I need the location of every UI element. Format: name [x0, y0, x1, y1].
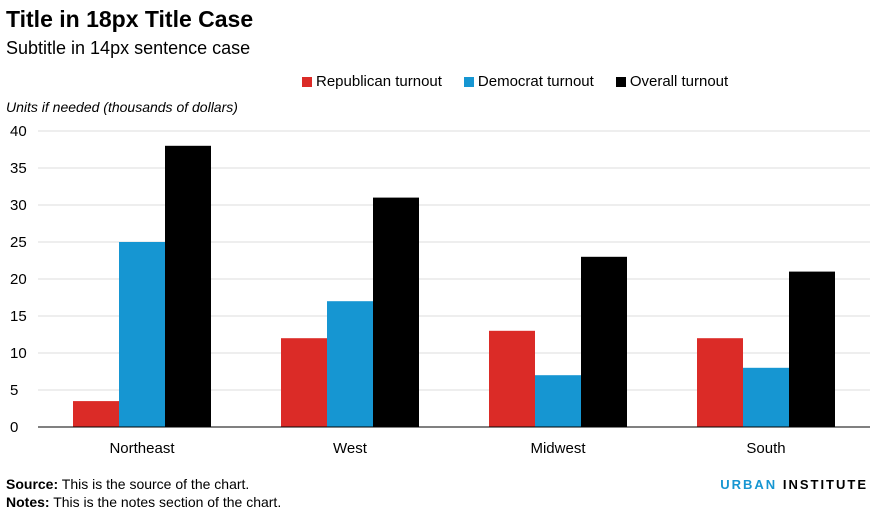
- legend-item-democrat: Democrat turnout: [463, 73, 594, 90]
- legend: Republican turnout Democrat turnout Over…: [302, 73, 750, 90]
- legend-swatch-democrat: [463, 76, 474, 87]
- y-tick-label: 15: [10, 308, 27, 325]
- source-line: Source: This is the source of the chart.: [6, 476, 249, 492]
- bar-northeast-republican: [73, 401, 119, 427]
- bar-south-overall: [789, 271, 835, 427]
- legend-item-republican: Republican turnout: [302, 73, 442, 90]
- legend-item-overall: Overall turnout: [615, 73, 729, 90]
- notes-line: Notes: This is the notes section of the …: [6, 494, 281, 510]
- legend-swatch-republican: [302, 76, 312, 87]
- chart-title: Title in 18px Title Case: [6, 6, 254, 32]
- y-tick-label: 35: [10, 160, 27, 177]
- bar-midwest-democrat: [535, 375, 581, 427]
- x-category-label: Northeast: [109, 440, 175, 457]
- y-axis-units-label: Units if needed (thousands of dollars): [6, 99, 238, 115]
- y-tick-label: 40: [10, 123, 27, 140]
- bar-west-overall: [373, 197, 419, 427]
- legend-swatch-overall: [615, 76, 626, 87]
- logo-secondary: INSTITUTE: [782, 477, 868, 492]
- legend-label-republican: Republican turnout: [316, 73, 442, 90]
- y-tick-label: 25: [10, 234, 27, 251]
- logo-primary: URBAN: [720, 477, 778, 492]
- source-label: Source:: [6, 476, 59, 492]
- bar-west-republican: [281, 338, 327, 427]
- bar-west-democrat: [327, 301, 373, 427]
- notes-text: This is the notes section of the chart.: [49, 494, 282, 510]
- bar-northeast-democrat: [119, 242, 165, 427]
- urban-institute-logo: URBAN INSTITUTE: [720, 477, 868, 492]
- bar-midwest-overall: [581, 256, 627, 427]
- x-category-label: South: [746, 440, 785, 457]
- x-category-label: Midwest: [530, 440, 586, 457]
- x-category-label: West: [333, 440, 368, 457]
- legend-label-overall: Overall turnout: [629, 73, 729, 90]
- bar-northeast-overall: [165, 145, 211, 428]
- y-tick-label: 5: [10, 382, 18, 399]
- y-tick-label: 20: [10, 271, 27, 288]
- y-tick-label: 30: [10, 197, 27, 214]
- y-tick-label: 0: [10, 419, 18, 436]
- legend-label-democrat: Democrat turnout: [477, 73, 594, 90]
- bar-south-republican: [697, 338, 743, 427]
- source-text: This is the source of the chart.: [58, 476, 250, 492]
- bar-chart: 0 5 10 15 20 25 30 35 40 Northeast West Midwest Sout…: [10, 123, 870, 457]
- notes-label: Notes:: [6, 494, 50, 510]
- y-tick-label: 10: [10, 345, 27, 362]
- chart-subtitle: Subtitle in 14px sentence case: [6, 38, 251, 58]
- bar-midwest-republican: [489, 330, 535, 427]
- bar-south-democrat: [743, 367, 789, 427]
